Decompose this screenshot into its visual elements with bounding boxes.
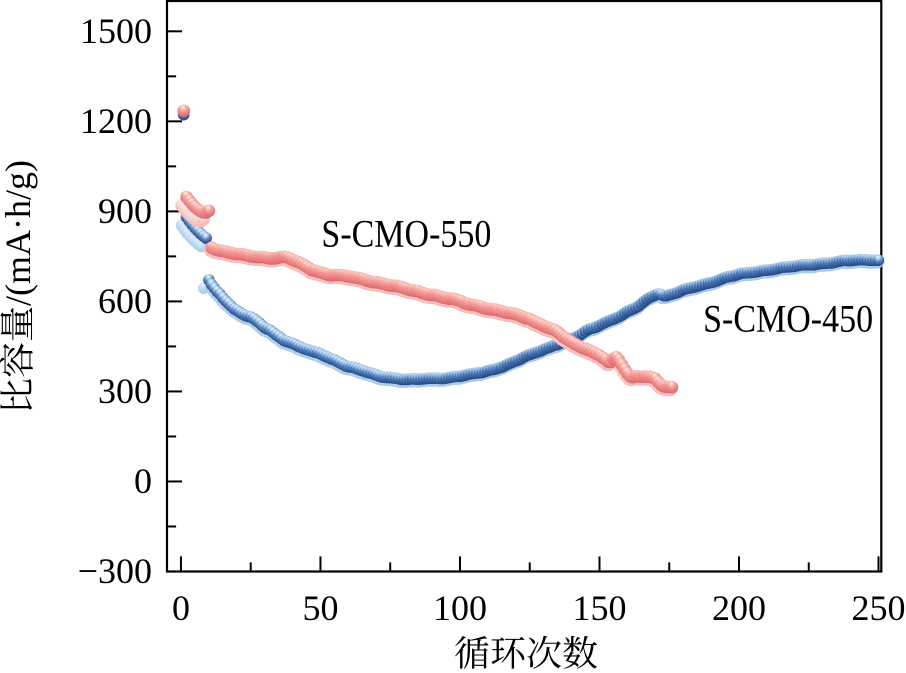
x-tick-label: 150 xyxy=(572,588,626,628)
series-s-cmo-550 xyxy=(175,104,679,397)
cjk-glyph xyxy=(455,635,489,669)
charge-point-marker xyxy=(195,240,207,253)
cjk-glyph xyxy=(0,379,33,410)
y-tick-label: 0 xyxy=(134,461,152,501)
x-tick-label: 0 xyxy=(172,588,190,628)
discharge-point-marker xyxy=(202,204,216,218)
x-tick-label: 200 xyxy=(712,588,766,628)
plot-border xyxy=(165,0,883,573)
axis-ticks xyxy=(168,30,880,573)
y-tick-label: 1200 xyxy=(80,101,152,141)
discharge-point-marker xyxy=(177,104,190,118)
series-s-cmo-450 xyxy=(175,108,885,388)
x-axis-title xyxy=(455,635,598,669)
x-tick-label: 100 xyxy=(433,588,487,628)
cjk-glyph xyxy=(491,636,525,669)
cjk-glyph xyxy=(0,307,33,341)
y-axis-title-units: /(mA·h/g) xyxy=(0,160,38,306)
y-axis-title: /(mA·h/g) xyxy=(0,160,38,410)
annotation-s-cmo-550: S-CMO-550 xyxy=(321,211,491,255)
x-tick-labels: 0 50 100 150 200 250 xyxy=(172,588,906,628)
x-tick-label: 250 xyxy=(852,588,906,628)
y-tick-label: 300 xyxy=(98,371,152,411)
y-tick-label: −300 xyxy=(78,551,152,591)
x-tick-label: 50 xyxy=(302,588,338,628)
y-tick-label: 900 xyxy=(98,191,152,231)
y-tick-labels: −300 0 300 600 900 1200 1500 xyxy=(78,11,152,591)
cjk-glyph xyxy=(0,343,33,377)
y-tick-label: 1500 xyxy=(80,11,152,51)
cjk-glyph xyxy=(527,635,561,669)
y-tick-label: 600 xyxy=(98,281,152,321)
discharge-point-marker xyxy=(665,380,679,394)
discharge-point-marker xyxy=(872,254,885,267)
annotation-s-cmo-450: S-CMO-450 xyxy=(703,296,873,340)
cjk-glyph xyxy=(563,635,598,669)
discharge-point-marker xyxy=(200,232,212,244)
